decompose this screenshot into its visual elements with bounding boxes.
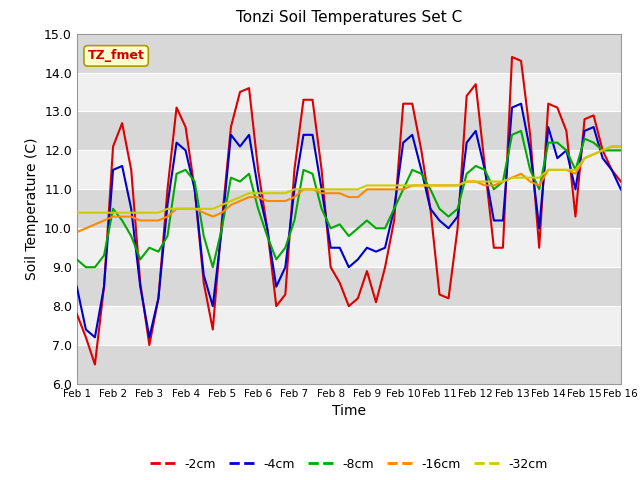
-2cm (191, 186, 198, 192)
-2cm (408, 101, 416, 107)
Bar (77, 345, 621, 384)
-8cm (372, 226, 380, 231)
-2cm (273, 303, 280, 309)
-8cm (617, 147, 625, 153)
Bar (77, 111, 621, 150)
Line: -2cm: -2cm (77, 57, 621, 364)
-4cm (372, 249, 380, 254)
-8cm (517, 128, 525, 134)
-16cm (545, 167, 552, 173)
-32cm (617, 144, 625, 149)
Line: -32cm: -32cm (77, 146, 621, 213)
Bar (77, 267, 621, 306)
-4cm (73, 284, 81, 289)
X-axis label: Time: Time (332, 405, 366, 419)
Line: -4cm: -4cm (77, 104, 621, 337)
-2cm (209, 326, 216, 332)
-2cm (508, 54, 516, 60)
Title: Tonzi Soil Temperatures Set C: Tonzi Soil Temperatures Set C (236, 11, 462, 25)
-16cm (264, 198, 271, 204)
Bar (77, 150, 621, 189)
-4cm (191, 186, 198, 192)
-16cm (73, 229, 81, 235)
Bar (77, 34, 621, 72)
-8cm (563, 147, 570, 153)
-32cm (363, 182, 371, 188)
-16cm (608, 144, 616, 149)
-8cm (73, 256, 81, 262)
-8cm (209, 264, 216, 270)
-8cm (82, 264, 90, 270)
Bar (77, 72, 621, 111)
Text: TZ_fmet: TZ_fmet (88, 49, 145, 62)
Bar (77, 228, 621, 267)
-4cm (408, 132, 416, 138)
-16cm (399, 186, 407, 192)
-32cm (399, 182, 407, 188)
-32cm (608, 144, 616, 149)
-2cm (91, 361, 99, 367)
-2cm (372, 300, 380, 305)
-16cm (200, 210, 207, 216)
-32cm (264, 191, 271, 196)
Line: -8cm: -8cm (77, 131, 621, 267)
-4cm (517, 101, 525, 107)
-2cm (563, 128, 570, 134)
-2cm (73, 311, 81, 317)
Y-axis label: Soil Temperature (C): Soil Temperature (C) (24, 138, 38, 280)
Legend: -2cm, -4cm, -8cm, -16cm, -32cm: -2cm, -4cm, -8cm, -16cm, -32cm (145, 453, 553, 476)
-4cm (563, 147, 570, 153)
Bar (77, 306, 621, 345)
-32cm (182, 206, 189, 212)
Line: -16cm: -16cm (77, 146, 621, 232)
-4cm (617, 186, 625, 192)
-8cm (273, 256, 280, 262)
-8cm (191, 179, 198, 184)
-32cm (545, 167, 552, 173)
-4cm (273, 284, 280, 289)
-4cm (91, 335, 99, 340)
-16cm (182, 206, 189, 212)
-32cm (200, 206, 207, 212)
-8cm (408, 167, 416, 173)
-4cm (209, 303, 216, 309)
-16cm (363, 186, 371, 192)
-2cm (617, 179, 625, 184)
-16cm (617, 144, 625, 149)
-32cm (73, 210, 81, 216)
Bar (77, 189, 621, 228)
